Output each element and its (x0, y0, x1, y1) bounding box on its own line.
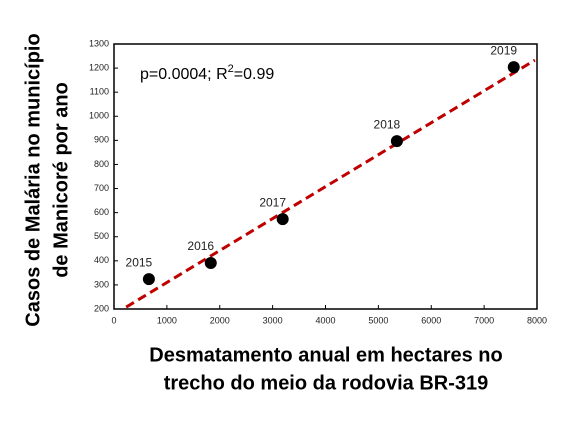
y-tick-label: 500 (94, 231, 109, 241)
y-tick-label: 700 (94, 183, 109, 193)
y-tick-label: 200 (94, 303, 109, 313)
point-label: 2019 (490, 43, 517, 57)
y-tick-label: 1200 (89, 62, 109, 72)
data-point (507, 61, 520, 74)
y-tick-label: 1300 (89, 38, 109, 48)
x-tick-label: 7000 (474, 315, 494, 325)
y-axis-title: Casos de Malária no município (22, 33, 44, 326)
y-tick-label: 600 (94, 207, 109, 217)
annotation: p=0.0004; R2=0.99 (140, 63, 274, 83)
point-label: 2017 (259, 195, 286, 209)
data-point (204, 256, 217, 269)
data-point (142, 273, 155, 286)
x-tick-label: 6000 (421, 315, 441, 325)
x-tick-label: 0 (111, 315, 116, 325)
x-tick-label: 8000 (527, 315, 547, 325)
annotation-part: =0.99 (234, 66, 275, 83)
y-tick-label: 400 (94, 255, 109, 265)
point-label: 2018 (374, 117, 401, 131)
point-label: 2015 (126, 255, 153, 269)
y-tick-label: 800 (94, 159, 109, 169)
x-tick-label: 2000 (210, 315, 230, 325)
point-label: 2016 (187, 239, 214, 253)
y-tick-label: 300 (94, 279, 109, 289)
y-tick-label: 1100 (90, 87, 109, 97)
y-axis-title: de Manicoré por ano (50, 82, 72, 278)
x-axis-title: Desmatamento anual em hectares no (149, 344, 502, 366)
x-tick-label: 3000 (263, 315, 283, 325)
data-point (390, 135, 403, 148)
x-tick-label: 4000 (315, 315, 335, 325)
x-tick-label: 5000 (368, 315, 388, 325)
annotation-part: p=0.0004; R (140, 66, 228, 83)
data-point (276, 213, 289, 226)
y-tick-label: 900 (94, 135, 109, 145)
x-tick-label: 1000 (157, 315, 177, 325)
annotation-part: 2 (228, 63, 234, 75)
y-tick-label: 1000 (89, 111, 109, 121)
plot-frame (113, 43, 538, 310)
trend-line (125, 58, 536, 309)
x-axis-title: trecho do meio da rodovia BR-319 (164, 372, 489, 394)
